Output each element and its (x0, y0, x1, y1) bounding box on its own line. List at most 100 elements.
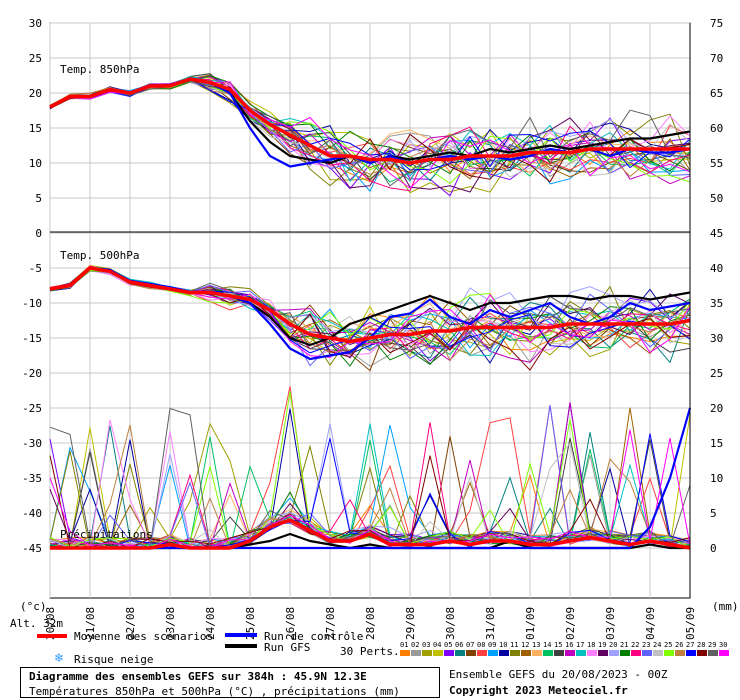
perturbation-number: 11 (510, 641, 518, 649)
y-right-tick-label: 15 (710, 437, 723, 450)
x-tick-label: 05/09 (684, 607, 697, 640)
perturbation-swatch (422, 650, 432, 656)
perturbation-swatch (543, 650, 553, 656)
perturbation-swatch (565, 650, 575, 656)
snowflake-icon: ❄ (54, 651, 64, 665)
perturbation-number: 06 (455, 641, 463, 649)
y-right-tick-label: 10 (710, 472, 723, 485)
perturbation-swatch (466, 650, 476, 656)
perturbation-swatch (686, 650, 696, 656)
y-left-tick-label: -35 (22, 472, 42, 485)
y-right-tick-label: 75 (710, 17, 723, 30)
y-left-tick-label: -5 (29, 262, 42, 275)
perturbation-number: 30 (719, 641, 727, 649)
legend-label-snow: Risque neige (74, 653, 153, 666)
series-mean-line (50, 518, 691, 550)
x-tick-label: 01/09 (524, 607, 537, 640)
perturbation-number: 24 (653, 641, 661, 649)
y-left-tick-label: -20 (22, 367, 42, 380)
chart-subtitle: Températures 850hPa et 500hPa (°C) , pré… (29, 685, 400, 698)
y-left-tick-label: -30 (22, 437, 42, 450)
perturbation-swatch (719, 650, 729, 656)
perturbation-number: 08 (477, 641, 485, 649)
perturbation-swatch (675, 650, 685, 656)
copyright: Copyright 2023 Meteociel.fr (449, 684, 628, 697)
y-right-tick-label: 5 (710, 507, 717, 520)
perturbation-swatch (510, 650, 520, 656)
y-right-tick-label: 60 (710, 122, 723, 135)
x-tick-label: 27/08 (324, 607, 337, 640)
x-tick-label: 21/08 (84, 607, 97, 640)
x-tick-label: 23/08 (164, 607, 177, 640)
x-tick-label: 24/08 (204, 607, 217, 640)
perturbation-line (49, 266, 691, 357)
y-right-tick-label: 0 (710, 542, 717, 555)
perturbation-swatch (455, 650, 465, 656)
perturbation-number: 04 (433, 641, 441, 649)
perturbation-number: 19 (598, 641, 606, 649)
perturbation-number: 10 (499, 641, 507, 649)
y-left-tick-label: 15 (29, 122, 42, 135)
legend-label-gfs: Run GFS (264, 641, 310, 654)
main-series (49, 77, 692, 550)
run-info: Ensemble GEFS du 20/08/2023 - 00Z (449, 668, 668, 681)
axis-ticks: 302520151050-5-10-15-20-25-30-35-40-4575… (22, 17, 723, 640)
y-left-tick-label: 0 (35, 227, 42, 240)
x-tick-label: 03/09 (604, 607, 617, 640)
perturbation-number: 21 (620, 641, 628, 649)
y-left-tick-label: 25 (29, 52, 42, 65)
perturbation-swatch (587, 650, 597, 656)
perturbation-swatch (708, 650, 718, 656)
perturbation-number: 26 (675, 641, 683, 649)
chart-info-box: Diagramme des ensembles GEFS sur 384h : … (20, 667, 440, 698)
perturbation-number: 03 (422, 641, 430, 649)
perturbation-number: 09 (488, 641, 496, 649)
perturbation-number: 20 (609, 641, 617, 649)
x-tick-label: 28/08 (364, 607, 377, 640)
perturbation-swatch (433, 650, 443, 656)
y-right-tick-label: 40 (710, 262, 723, 275)
left-unit-label: (°c) (20, 600, 47, 613)
y-left-tick-label: 10 (29, 157, 42, 170)
y-left-tick-label: -40 (22, 507, 42, 520)
perturbation-number: 02 (411, 641, 419, 649)
x-tick-label: 30/08 (444, 607, 457, 640)
perturbation-swatch (499, 650, 509, 656)
perturbation-number: 01 (400, 641, 408, 649)
perturbation-swatch (488, 650, 498, 656)
perturbation-swatch (697, 650, 707, 656)
legend-label-control: Run de contrôle (264, 630, 363, 643)
y-right-tick-label: 30 (710, 332, 723, 345)
y-left-tick-label: 5 (35, 192, 42, 205)
perturbation-number: 29 (708, 641, 716, 649)
y-right-tick-label: 50 (710, 192, 723, 205)
series-mean-line (49, 266, 691, 344)
y-right-tick-label: 70 (710, 52, 723, 65)
perturbation-swatch (576, 650, 586, 656)
perturbation-number: 16 (565, 641, 573, 649)
y-left-tick-label: -45 (22, 542, 42, 555)
perturbation-number: 18 (587, 641, 595, 649)
perturbation-number: 23 (642, 641, 650, 649)
x-tick-label: 29/08 (404, 607, 417, 640)
legend-label-mean: Moyenne des scénarios (74, 630, 213, 643)
perturbation-swatch (653, 650, 663, 656)
altitude-label: Alt. 32m (10, 617, 63, 630)
y-right-tick-label: 65 (710, 87, 723, 100)
series-mean-line (49, 77, 690, 165)
y-right-tick-label: 35 (710, 297, 723, 310)
perturbation-swatch (521, 650, 531, 656)
chart-title: Diagramme des ensembles GEFS sur 384h : … (29, 670, 367, 683)
y-left-tick-label: -10 (22, 297, 42, 310)
perturbation-line (49, 423, 691, 549)
x-tick-label: 02/09 (564, 607, 577, 640)
x-tick-label: 26/08 (284, 607, 297, 640)
x-tick-label: 22/08 (124, 607, 137, 640)
panel-label-precip: Précipitations (60, 528, 153, 541)
perturbation-number: 12 (521, 641, 529, 649)
y-right-tick-label: 25 (710, 367, 723, 380)
perturbation-swatch (411, 650, 421, 656)
perturbations-label: 30 Perts. (340, 645, 400, 658)
perturbation-swatch (620, 650, 630, 656)
